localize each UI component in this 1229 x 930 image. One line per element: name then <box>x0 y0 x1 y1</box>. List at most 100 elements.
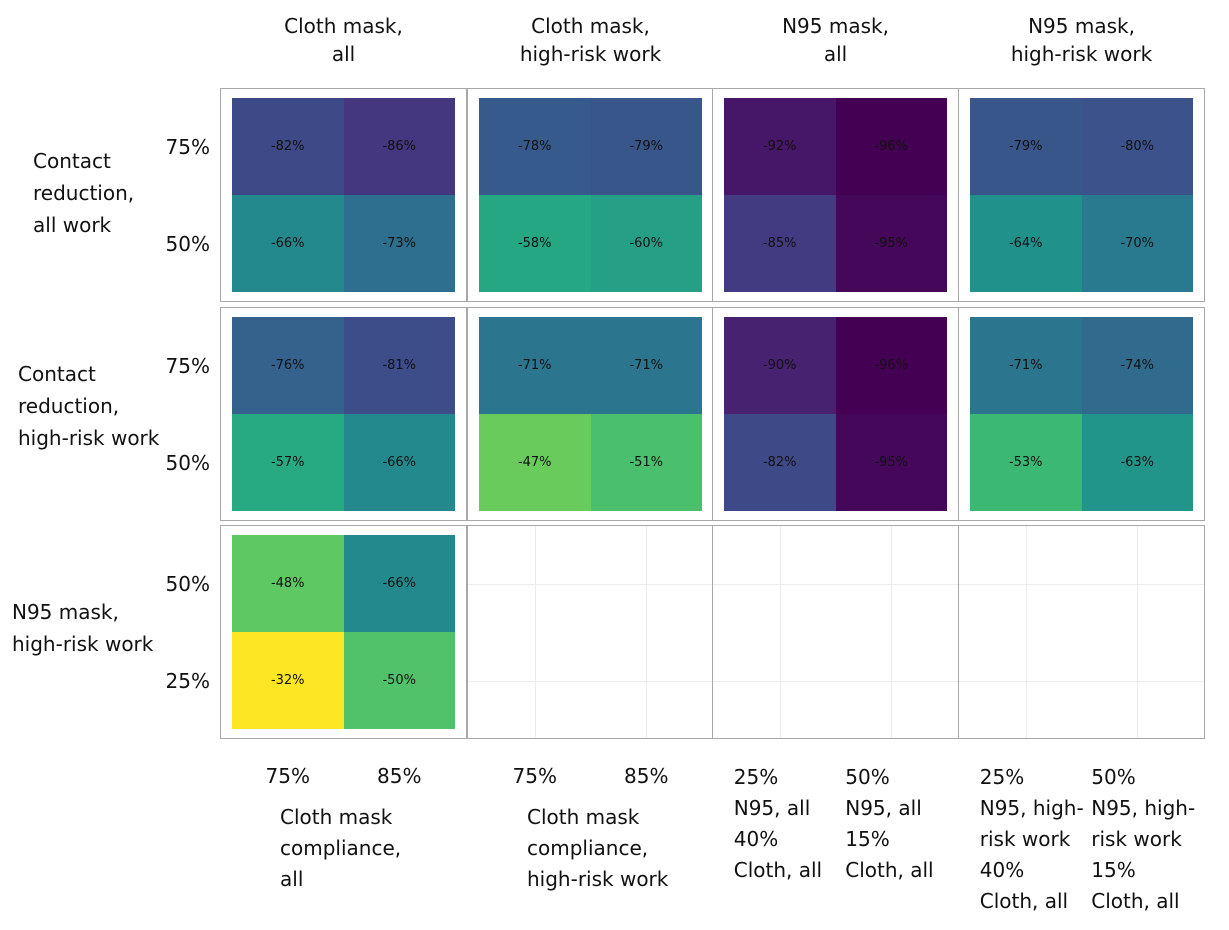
heatmap-cell <box>479 195 591 292</box>
grid-line <box>779 526 781 738</box>
heatmap-cell <box>232 98 344 195</box>
cell-label: -85% <box>762 236 797 251</box>
heatmap-cell <box>970 414 1082 511</box>
heatmap-cell <box>232 414 344 511</box>
x-tick-label: 85% <box>377 764 422 788</box>
panel <box>958 525 1205 739</box>
y-tick-label: 50% <box>165 231 210 256</box>
heatmap-cell <box>479 414 591 511</box>
cell-label: -71% <box>1008 358 1043 373</box>
cell-label: -79% <box>1008 139 1043 154</box>
x-tick-label: 25% N95, all 40% Cloth, all <box>733 765 823 882</box>
heatmap-cell <box>970 195 1082 292</box>
cell-label: -74% <box>1120 358 1155 373</box>
cell-label: -66% <box>270 236 305 251</box>
heatmap-cell <box>343 195 455 292</box>
heatmap-cell <box>232 632 344 729</box>
cell-label: -82% <box>762 455 797 470</box>
column-title: N95 mask, high-risk work <box>1010 14 1153 66</box>
heatmap-cell <box>724 98 836 195</box>
heatmap-cell <box>724 195 836 292</box>
heatmap-cell <box>1081 414 1193 511</box>
grid-line <box>713 583 958 585</box>
cell-label: -80% <box>1120 139 1155 154</box>
heatmap-cell <box>970 317 1082 414</box>
cell-label: -66% <box>382 455 417 470</box>
cell-label: -58% <box>517 236 552 251</box>
cell-label: -50% <box>382 673 417 688</box>
cell-label: -60% <box>629 236 664 251</box>
heatmap-cell <box>590 98 702 195</box>
heatmap-cell <box>343 632 455 729</box>
cell-label: -82% <box>270 139 305 154</box>
heatmap-cell <box>343 535 455 632</box>
grid-line <box>713 680 958 682</box>
x-tick-label: 75% <box>512 764 557 788</box>
heatmap-cell <box>970 98 1082 195</box>
cell-label: -63% <box>1120 455 1155 470</box>
cell-label: -96% <box>874 358 909 373</box>
x-axis-title: Cloth mask compliance, all <box>280 805 402 891</box>
cell-label: -81% <box>382 358 417 373</box>
heatmap-cell <box>835 414 947 511</box>
grid-line <box>1025 526 1027 738</box>
heatmap-cell <box>343 414 455 511</box>
cell-label: -73% <box>382 236 417 251</box>
cell-label: -53% <box>1008 455 1043 470</box>
heatmap-cell <box>590 414 702 511</box>
cell-label: -79% <box>629 139 664 154</box>
cell-label: -96% <box>874 139 909 154</box>
grid-line <box>468 680 713 682</box>
heatmap-cell <box>835 317 947 414</box>
cell-label: -66% <box>382 576 417 591</box>
cell-label: -47% <box>517 455 552 470</box>
heatmap-cell <box>343 98 455 195</box>
heatmap-cell <box>479 317 591 414</box>
cell-label: -48% <box>270 576 305 591</box>
heatmap-cell <box>724 317 836 414</box>
y-tick-label: 25% <box>165 668 210 693</box>
heatmap-cell <box>590 195 702 292</box>
x-tick-label: 50% N95, high- risk work 15% Cloth, all <box>1091 765 1196 913</box>
grid-line <box>468 583 713 585</box>
grid-line <box>891 526 893 738</box>
row-title: N95 mask, high-risk work <box>12 600 154 656</box>
heatmap-cell <box>1081 98 1193 195</box>
column-title: N95 mask, all <box>782 14 889 66</box>
cell-label: -95% <box>874 455 909 470</box>
cell-label: -92% <box>762 139 797 154</box>
cell-label: -95% <box>874 236 909 251</box>
cell-label: -51% <box>629 455 664 470</box>
y-tick-label: 75% <box>165 353 210 378</box>
y-tick-label: 50% <box>165 450 210 475</box>
column-title: Cloth mask, all <box>284 14 403 66</box>
heatmap-cell <box>479 98 591 195</box>
x-tick-label: 50% N95, all 15% Cloth, all <box>845 765 934 882</box>
grid-line <box>1137 526 1139 738</box>
row-title: Contact reduction, all work <box>33 149 135 237</box>
grid-line <box>646 526 648 738</box>
cell-label: -57% <box>270 455 305 470</box>
x-tick-label: 25% N95, high- risk work 40% Cloth, all <box>979 765 1084 913</box>
cell-label: -71% <box>517 358 552 373</box>
x-axis-title: Cloth mask compliance, high-risk work <box>527 805 669 891</box>
heatmap-cell <box>232 535 344 632</box>
grid-line <box>959 583 1204 585</box>
x-tick-label: 75% <box>265 764 310 788</box>
cell-label: -78% <box>517 139 552 154</box>
heatmap-cell <box>1081 195 1193 292</box>
grid-line <box>959 680 1204 682</box>
grid-line <box>534 526 536 738</box>
panel <box>712 525 959 739</box>
heatmap-cell <box>232 195 344 292</box>
x-tick-label: 85% <box>624 764 669 788</box>
cell-label: -90% <box>762 358 797 373</box>
row-title: Contact reduction, high-risk work <box>18 362 160 450</box>
heatmap-cell <box>1081 317 1193 414</box>
heatmap-cell <box>232 317 344 414</box>
heatmap-cell <box>724 414 836 511</box>
heatmap-cell <box>343 317 455 414</box>
cell-label: -86% <box>382 139 417 154</box>
cell-label: -71% <box>629 358 664 373</box>
